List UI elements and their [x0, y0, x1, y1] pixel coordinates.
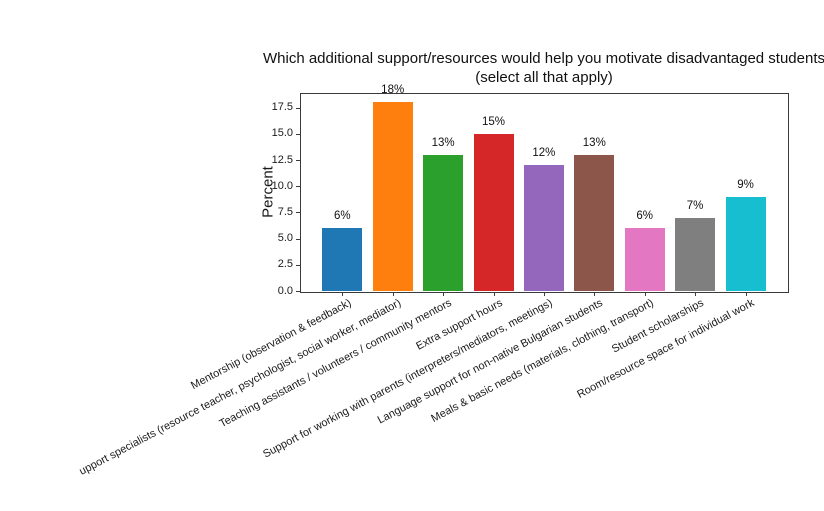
- chart-subtitle: (select all that apply): [475, 69, 613, 86]
- bar: [624, 228, 665, 291]
- x-tick-mark: [695, 292, 697, 296]
- bar-value-label: 12%: [532, 147, 556, 160]
- y-tick-label: 0.0: [277, 284, 293, 297]
- y-tick-mark: [296, 133, 300, 135]
- x-tick-mark: [594, 292, 596, 296]
- y-tick-label: 2.5: [277, 258, 293, 271]
- bar-value-label: 18%: [381, 84, 405, 97]
- y-tick-label: 17.5: [271, 101, 293, 114]
- bar: [574, 154, 615, 291]
- bar-value-label: 7%: [686, 199, 704, 212]
- bar: [372, 102, 413, 291]
- bar: [675, 217, 716, 291]
- x-tick-mark: [443, 292, 445, 296]
- x-tick-label: Room/resource space for individual work: [575, 297, 757, 401]
- bar-value-label: 13%: [582, 136, 606, 149]
- chart-title: Which additional support/resources would…: [262, 50, 824, 67]
- y-tick-label: 7.5: [277, 205, 293, 218]
- bar: [423, 154, 464, 291]
- y-tick-label: 10.0: [271, 179, 293, 192]
- x-tick-mark: [392, 292, 394, 296]
- y-tick-mark: [296, 212, 300, 214]
- bar-value-label: 13%: [431, 136, 455, 149]
- bar-value-label: 6%: [333, 210, 351, 223]
- y-tick-mark: [296, 186, 300, 188]
- y-tick-mark: [296, 264, 300, 266]
- x-tick-mark: [745, 292, 747, 296]
- x-tick-label: upport specialists (resource teacher, ps…: [77, 297, 404, 478]
- x-tick-mark: [644, 292, 646, 296]
- bar-value-label: 15%: [481, 115, 506, 128]
- bar: [523, 165, 564, 291]
- y-tick-label: 15.0: [271, 127, 293, 140]
- y-tick-mark: [296, 107, 300, 109]
- bar-value-label: 6%: [636, 210, 653, 223]
- bar: [473, 133, 514, 291]
- y-tick-mark: [296, 238, 300, 240]
- y-tick-label: 5.0: [277, 232, 293, 245]
- x-tick-mark: [342, 292, 344, 296]
- x-tick-mark: [543, 292, 545, 296]
- y-tick-mark: [296, 160, 300, 162]
- bar: [322, 228, 363, 291]
- bar: [725, 196, 766, 291]
- bar-value-label: 9%: [737, 178, 754, 191]
- y-tick-mark: [296, 291, 300, 292]
- y-tick-label: 12.5: [271, 153, 293, 166]
- x-tick-mark: [493, 292, 495, 296]
